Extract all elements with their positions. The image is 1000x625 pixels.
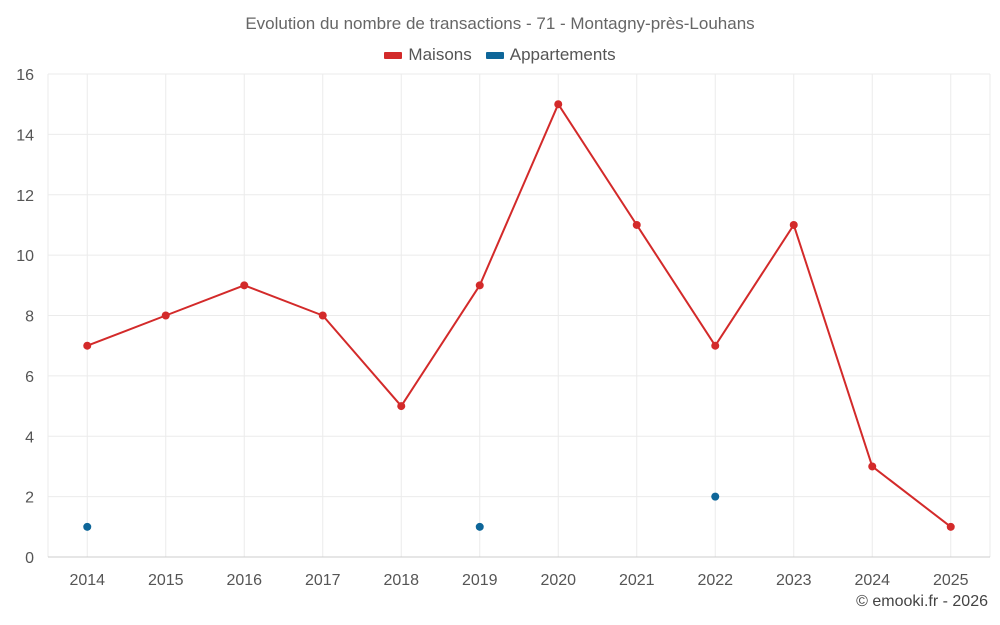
- legend-swatch-appartements: [485, 51, 504, 59]
- series-line-maisons: [86, 103, 952, 528]
- legend-label-appartements: Appartements: [509, 45, 616, 64]
- x-tick-label: 2017: [305, 572, 341, 589]
- legend-label-maisons: Maisons: [408, 45, 472, 64]
- y-tick-label: 14: [16, 127, 34, 144]
- data-point-maisons[interactable]: [868, 462, 877, 471]
- x-tick-label: 2024: [854, 572, 890, 589]
- x-tick-label: 2025: [933, 572, 969, 589]
- data-point-appartements[interactable]: [83, 522, 92, 531]
- y-tick-label: 2: [25, 490, 34, 507]
- x-tick-label: 2015: [148, 572, 184, 589]
- y-tick-label: 6: [25, 369, 34, 386]
- data-point-maisons[interactable]: [83, 341, 92, 350]
- legend-swatch-maisons: [384, 51, 403, 59]
- legend-item-maisons[interactable]: Maisons: [384, 45, 472, 65]
- y-tick-label: 10: [16, 248, 34, 265]
- y-tick-label: 0: [25, 550, 34, 567]
- credit-text: © emooki.fr - 2026: [856, 593, 988, 610]
- x-tick-label: 2022: [697, 572, 733, 589]
- legend: Maisons Appartements: [0, 45, 1000, 65]
- x-tick-label: 2016: [226, 572, 262, 589]
- x-tick-label: 2019: [462, 572, 498, 589]
- data-point-maisons[interactable]: [240, 281, 249, 290]
- x-tick-label: 2020: [540, 572, 576, 589]
- y-tick-label: 16: [16, 67, 34, 84]
- data-point-maisons[interactable]: [632, 220, 641, 229]
- data-point-maisons[interactable]: [397, 402, 406, 411]
- data-point-appartements[interactable]: [711, 492, 720, 501]
- y-tick-label: 4: [25, 429, 34, 446]
- data-point-maisons[interactable]: [318, 311, 327, 320]
- data-point-maisons[interactable]: [711, 341, 720, 350]
- legend-item-appartements[interactable]: Appartements: [485, 45, 616, 65]
- data-point-maisons[interactable]: [554, 100, 563, 109]
- x-tick-label: 2018: [383, 572, 419, 589]
- data-point-maisons[interactable]: [161, 311, 170, 320]
- y-tick-label: 12: [16, 188, 34, 205]
- data-point-maisons[interactable]: [789, 220, 798, 229]
- data-point-maisons[interactable]: [475, 281, 484, 290]
- data-point-maisons[interactable]: [946, 522, 955, 531]
- x-tick-label: 2023: [776, 572, 812, 589]
- x-tick-label: 2014: [69, 572, 105, 589]
- chart-title: Evolution du nombre de transactions - 71…: [245, 14, 755, 33]
- y-tick-label: 8: [25, 309, 34, 326]
- x-tick-label: 2021: [619, 572, 655, 589]
- data-point-appartements[interactable]: [475, 522, 484, 531]
